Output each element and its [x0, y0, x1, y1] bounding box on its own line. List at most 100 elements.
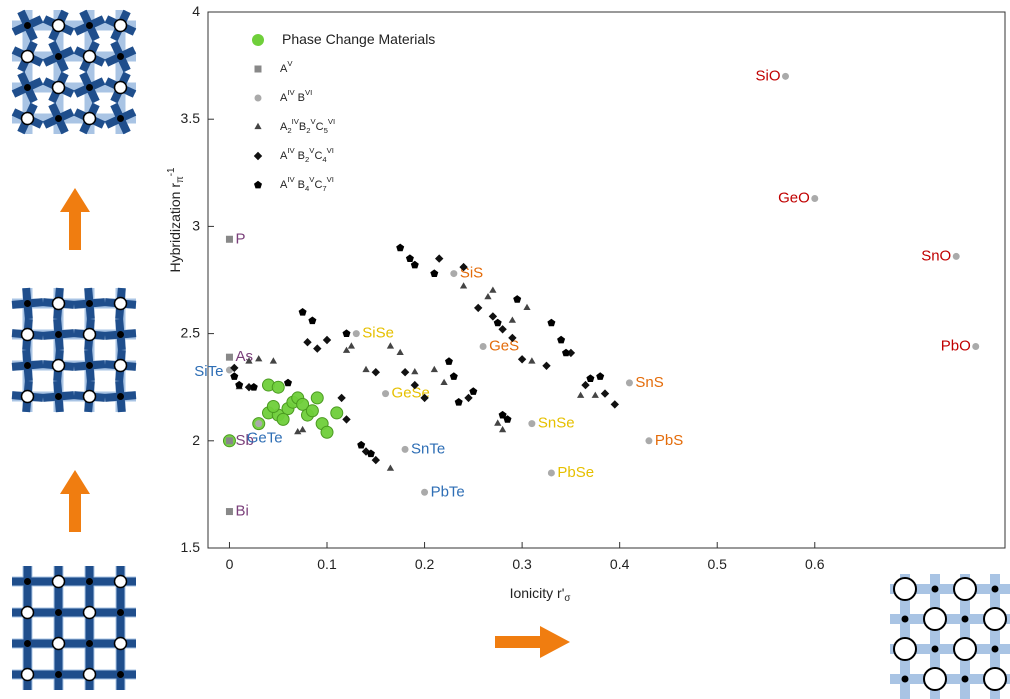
- atom: [20, 49, 35, 64]
- arrow: [60, 188, 90, 250]
- marker: [405, 254, 414, 262]
- marker: [230, 372, 239, 380]
- y-tick-label: 1.5: [181, 539, 201, 555]
- atom: [86, 362, 93, 369]
- x-tick-label: 0.4: [610, 556, 630, 572]
- marker: [625, 379, 633, 387]
- marker: [255, 355, 263, 362]
- x-tick-label: 0.1: [317, 556, 337, 572]
- atom: [117, 115, 124, 122]
- marker: [342, 415, 351, 424]
- legend-label: AIV B2VC4VI: [280, 146, 334, 164]
- lattice-bar: [53, 10, 64, 134]
- marker: [298, 308, 307, 316]
- atom: [953, 577, 977, 601]
- legend-marker: [254, 65, 262, 73]
- point-label: SiSe: [362, 325, 394, 342]
- atom: [117, 609, 124, 616]
- lattice-bar: [22, 10, 33, 134]
- marker: [489, 286, 497, 293]
- atom: [113, 574, 128, 589]
- marker: [430, 269, 439, 277]
- marker: [517, 355, 527, 364]
- lattice-bar: [900, 574, 910, 699]
- marker: [459, 262, 468, 272]
- atom: [117, 331, 124, 338]
- atom: [901, 675, 909, 683]
- lattice-bar: [12, 82, 136, 93]
- atom: [113, 80, 128, 95]
- lattice-bottom: [12, 566, 136, 690]
- atom: [923, 667, 947, 691]
- marker: [296, 397, 310, 411]
- marker: [600, 389, 610, 398]
- marker: [410, 260, 419, 269]
- legend-label: AV: [280, 59, 293, 75]
- marker: [581, 380, 590, 390]
- marker: [577, 391, 585, 398]
- marker: [513, 295, 522, 303]
- marker: [320, 425, 334, 439]
- atom: [55, 393, 62, 400]
- marker: [523, 303, 531, 310]
- point-label: Bi: [235, 503, 248, 520]
- legend-marker: [253, 151, 263, 161]
- legend-label: Phase Change Materials: [282, 31, 435, 47]
- lattice-bar: [930, 574, 940, 699]
- atom: [51, 80, 66, 95]
- marker: [547, 469, 555, 477]
- marker: [435, 254, 444, 263]
- atom: [51, 636, 66, 651]
- atom: [117, 53, 124, 60]
- atom: [893, 637, 917, 661]
- atom: [901, 615, 909, 623]
- marker: [245, 357, 253, 364]
- point-label: SnO: [921, 247, 951, 264]
- marker: [330, 406, 344, 420]
- atom: [113, 296, 128, 311]
- marker: [645, 437, 653, 445]
- atom: [51, 18, 66, 33]
- marker: [782, 72, 790, 80]
- marker: [352, 330, 360, 338]
- marker: [586, 374, 595, 382]
- marker: [430, 365, 438, 373]
- marker: [811, 195, 819, 203]
- marker: [303, 338, 312, 347]
- marker: [225, 353, 233, 361]
- marker: [410, 380, 419, 390]
- marker: [249, 383, 258, 391]
- atom: [113, 358, 128, 373]
- marker: [386, 342, 395, 349]
- atom: [82, 327, 97, 342]
- point-label: SiO: [755, 67, 780, 84]
- atom: [82, 49, 97, 64]
- atom: [991, 645, 999, 653]
- marker: [266, 399, 280, 413]
- marker: [347, 342, 355, 349]
- marker: [322, 335, 332, 345]
- point-label: PbO: [941, 337, 971, 354]
- atom: [961, 615, 969, 623]
- marker: [382, 390, 390, 398]
- lattice-bar: [960, 574, 970, 699]
- marker: [269, 357, 277, 364]
- atom: [82, 605, 97, 620]
- atom: [55, 53, 62, 60]
- atom: [931, 645, 939, 653]
- atom: [117, 671, 124, 678]
- marker: [225, 235, 233, 243]
- atom: [55, 331, 62, 338]
- marker: [445, 357, 453, 365]
- marker: [508, 316, 516, 323]
- atom: [86, 578, 93, 585]
- lattice-ionic: [890, 574, 1010, 699]
- marker: [449, 372, 458, 380]
- x-tick-label: 0.6: [805, 556, 825, 572]
- atom: [24, 300, 31, 307]
- lattice-bar: [12, 113, 136, 124]
- atom: [86, 640, 93, 647]
- atom: [24, 362, 31, 369]
- marker: [337, 393, 346, 403]
